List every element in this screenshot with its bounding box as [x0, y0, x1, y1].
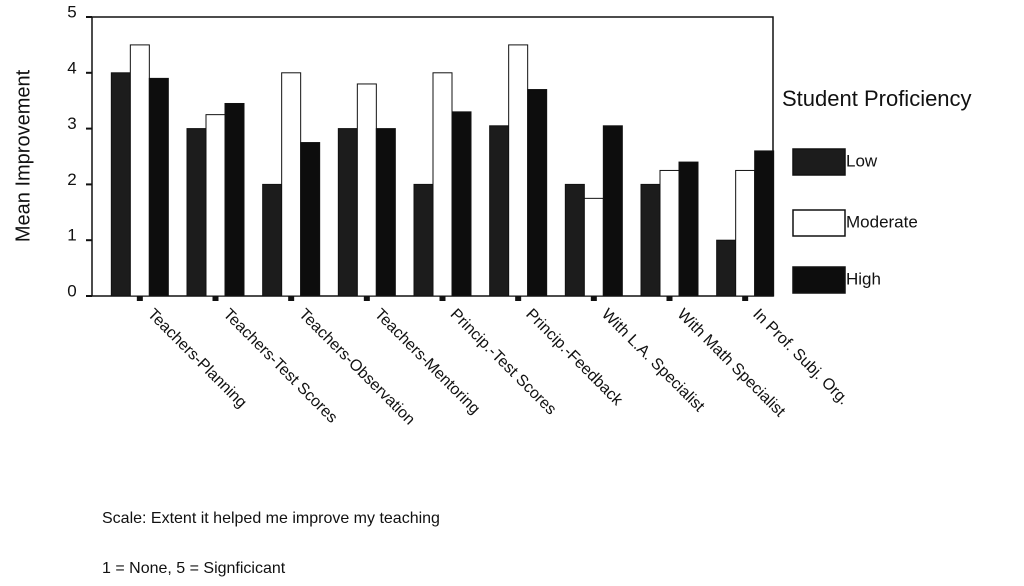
- x-tick: [363, 296, 370, 301]
- legend-label: Low: [846, 151, 878, 170]
- x-tick: [136, 296, 143, 301]
- bar: [659, 169, 680, 297]
- x-tick: [212, 296, 219, 301]
- note: 1 = None, 5 = Signficicant: [102, 560, 286, 577]
- bar: [205, 114, 226, 297]
- bar: [583, 197, 604, 297]
- legend-swatch: [792, 148, 846, 176]
- bar: [129, 44, 150, 297]
- legend-label: High: [846, 269, 881, 288]
- bar: [735, 169, 756, 297]
- bar: [432, 72, 453, 297]
- bar: [356, 83, 377, 297]
- bar: [148, 77, 169, 297]
- y-tick-label: 3: [67, 114, 76, 133]
- y-tick-label: 2: [67, 170, 76, 189]
- x-tick: [590, 296, 597, 301]
- bar: [678, 161, 699, 297]
- x-tick: [742, 296, 749, 301]
- bar: [281, 72, 302, 297]
- bar: [375, 128, 396, 297]
- legend-swatch: [792, 209, 846, 237]
- y-tick-label: 4: [67, 58, 76, 77]
- bar: [262, 183, 283, 297]
- bar: [527, 89, 548, 297]
- bar: [451, 111, 472, 297]
- bar: [716, 239, 737, 297]
- y-tick-label: 0: [67, 281, 76, 300]
- bar: [508, 44, 529, 297]
- x-tick: [515, 296, 522, 301]
- legend-title: Student Proficiency: [782, 86, 972, 111]
- bar: [640, 183, 661, 297]
- bar: [413, 183, 434, 297]
- bar: [754, 150, 775, 297]
- y-tick-label: 5: [67, 2, 76, 21]
- y-axis-label: Mean Improvement: [12, 69, 34, 242]
- note: Scale: Extent it helped me improve my te…: [102, 510, 440, 527]
- legend-label: Moderate: [846, 212, 918, 231]
- legend-swatch: [792, 266, 846, 294]
- y-tick-label: 1: [67, 226, 76, 245]
- bar: [602, 125, 623, 297]
- bar: [564, 183, 585, 297]
- bar: [489, 125, 510, 297]
- x-tick: [439, 296, 446, 301]
- x-tick: [288, 296, 295, 301]
- bar: [337, 128, 358, 297]
- bar: [300, 142, 321, 297]
- bar: [224, 102, 245, 297]
- bar: [110, 72, 131, 297]
- x-tick: [666, 296, 673, 301]
- bar: [186, 128, 207, 297]
